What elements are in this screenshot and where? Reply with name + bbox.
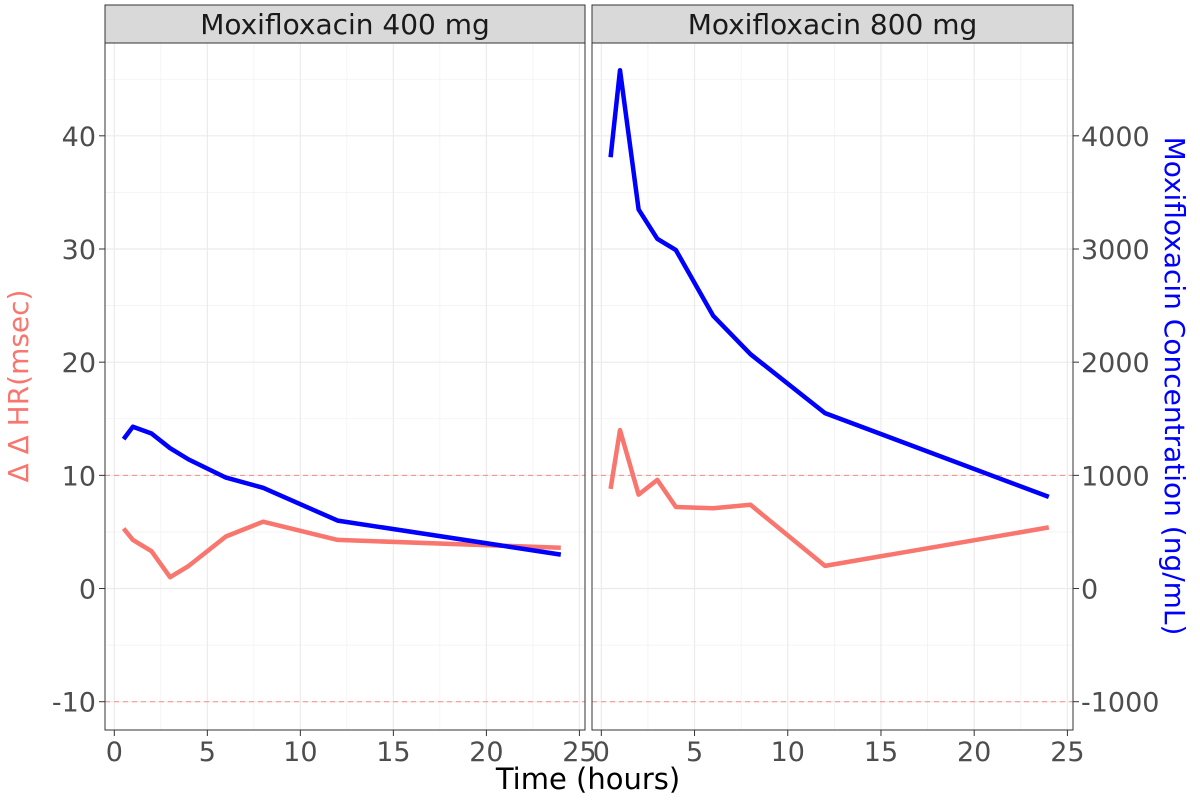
panel-border xyxy=(591,42,1074,731)
left-y-tick-label: -10 xyxy=(52,688,96,719)
left-y-tick-label: 40 xyxy=(62,122,96,153)
hr-series-line xyxy=(121,519,561,580)
right-y-tick-label: 0 xyxy=(1081,575,1098,606)
x-tick-label: 15 xyxy=(376,737,410,768)
facet-strip-title: Moxifloxacin 400 mg xyxy=(200,8,490,41)
facet-strip xyxy=(104,4,586,44)
left-y-axis-title: Δ Δ HR(msec) xyxy=(2,290,35,483)
facet-strip-title: Moxifloxacin 800 mg xyxy=(688,8,978,41)
left-y-tick-label: 10 xyxy=(62,461,96,492)
x-axis-title: Time (hours) xyxy=(495,762,680,796)
x-tick-label: 10 xyxy=(771,737,805,768)
x-tick-label: 10 xyxy=(283,737,317,768)
facet-panel-1: Moxifloxacin 400 mg xyxy=(104,4,586,731)
x-tick-label: 20 xyxy=(957,737,991,768)
left-y-tick-label: 30 xyxy=(62,235,96,266)
right-y-tick-label: 2000 xyxy=(1081,348,1150,379)
x-tick-label: 5 xyxy=(686,737,703,768)
left-y-tick-label: 0 xyxy=(79,575,96,606)
x-tick-label: 0 xyxy=(106,737,123,768)
hr-series-line xyxy=(608,427,1050,569)
x-tick-label: 20 xyxy=(469,737,503,768)
concentration-series-line xyxy=(608,67,1050,500)
x-tick-label: 25 xyxy=(562,737,596,768)
right-y-tick-label: 3000 xyxy=(1081,235,1150,266)
right-y-tick-label: 1000 xyxy=(1081,461,1150,492)
right-y-tick-label: -1000 xyxy=(1081,688,1159,719)
left-y-tick-label: 20 xyxy=(62,348,96,379)
panel-border xyxy=(104,42,586,731)
facet-strip xyxy=(591,4,1074,44)
x-tick-label: 0 xyxy=(593,737,610,768)
concentration-series-line xyxy=(121,424,562,557)
right-y-axis-title: Moxifloxacin Concentration (ng/mL) xyxy=(1158,137,1191,636)
facet-panel-2: Moxifloxacin 800 mg xyxy=(591,4,1074,731)
x-tick-label: 25 xyxy=(1050,737,1084,768)
right-y-tick-label: 4000 xyxy=(1081,122,1150,153)
x-tick-label: 5 xyxy=(199,737,216,768)
x-tick-label: 15 xyxy=(864,737,898,768)
